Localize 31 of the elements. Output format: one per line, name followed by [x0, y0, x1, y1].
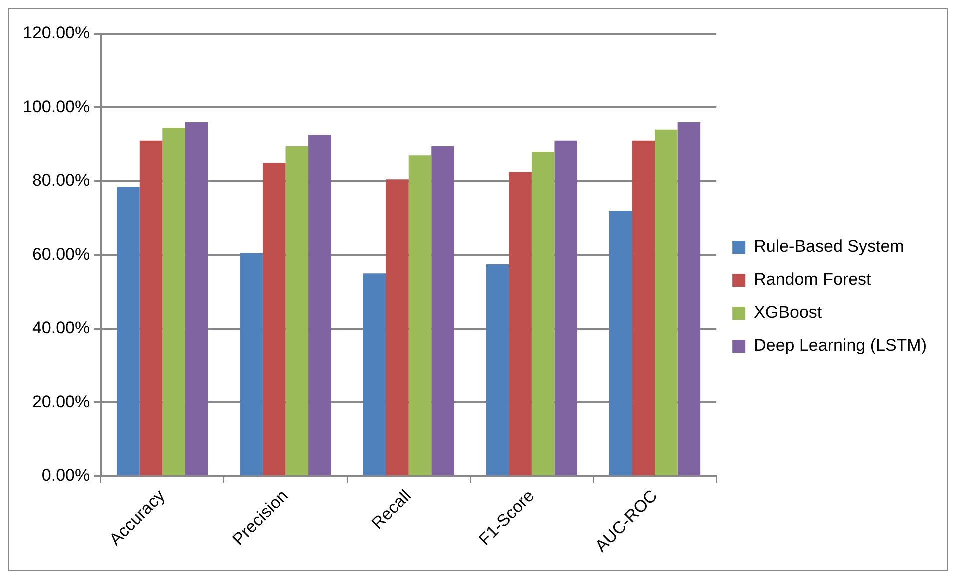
bar: [432, 146, 454, 476]
bar: [632, 140, 656, 476]
bar: [554, 140, 578, 476]
bar: [363, 274, 386, 476]
bar: [162, 128, 186, 476]
bar: [240, 253, 263, 476]
bar: [655, 130, 678, 476]
y-tick-label: 100.00%: [22, 97, 90, 116]
y-tick-label: 40.00%: [32, 318, 90, 338]
bar: [262, 163, 286, 476]
bar: [140, 140, 163, 476]
bar: [509, 172, 532, 476]
legend-label: XGBoost: [754, 303, 822, 322]
bar: [308, 135, 332, 476]
bar: [678, 122, 701, 476]
y-tick-label: 120.00%: [22, 24, 90, 43]
y-tick-label: 60.00%: [32, 244, 90, 264]
y-tick-label: 0.00%: [42, 466, 90, 486]
bar: [486, 264, 510, 476]
legend-label: Rule-Based System: [754, 237, 904, 256]
legend-label: Deep Learning (LSTM): [754, 336, 928, 356]
bar: [532, 152, 555, 476]
legend-label: Random Forest: [754, 270, 872, 290]
bar: [286, 146, 309, 476]
y-tick-label: 20.00%: [32, 392, 90, 412]
bar: [185, 122, 208, 476]
bar: [408, 156, 432, 476]
bar: [386, 180, 409, 476]
bar: [609, 210, 632, 476]
bar: [117, 187, 140, 476]
y-tick-label: 80.00%: [32, 171, 90, 190]
